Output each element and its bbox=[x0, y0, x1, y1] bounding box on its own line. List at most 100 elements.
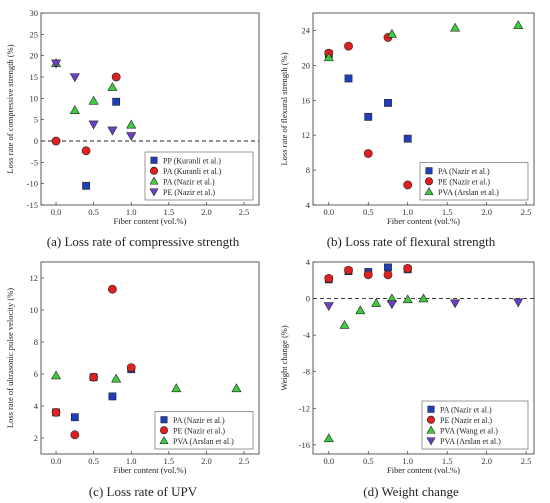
x-tick-label: 1.0 bbox=[126, 207, 137, 217]
y-tick-label: 30 bbox=[30, 8, 39, 18]
series-2 bbox=[51, 284, 136, 440]
data-point bbox=[513, 298, 524, 308]
data-point bbox=[355, 305, 366, 315]
legend-marker bbox=[149, 188, 159, 197]
x-tick-label: 0.0 bbox=[51, 207, 62, 217]
y-tick-label: 4 bbox=[306, 200, 311, 210]
x-tick-label: 2.5 bbox=[239, 207, 250, 217]
legend-label: PE (Nazir et al.) bbox=[163, 188, 215, 197]
plot-frame bbox=[312, 261, 535, 455]
legend-marker bbox=[159, 436, 169, 445]
data-point bbox=[88, 120, 99, 130]
legend-marker bbox=[160, 416, 168, 424]
data-point bbox=[82, 181, 91, 190]
panel-caption: (b) Loss rate of flexural strength bbox=[327, 234, 496, 249]
legend: PA (Nazir et al.)PE (Nazir et al.) PVA (A… bbox=[154, 411, 254, 450]
x-tick-label: 1.5 bbox=[442, 456, 453, 466]
data-point bbox=[403, 180, 413, 190]
data-point bbox=[126, 119, 137, 129]
y-tick-label: 12 bbox=[302, 130, 311, 140]
legend-box bbox=[154, 411, 254, 450]
legend-label: PA (Nazir et al.) bbox=[438, 167, 490, 176]
legend-marker bbox=[150, 166, 159, 175]
series-4 bbox=[51, 59, 137, 141]
y-tick-label: 24 bbox=[302, 25, 311, 35]
data-point bbox=[70, 430, 80, 440]
legend: PA (Nazir et al.)PE (Nazir et al.) PVA (A… bbox=[419, 162, 529, 201]
y-tick-label: 12 bbox=[30, 273, 39, 283]
y-tick-label: -15 bbox=[27, 200, 38, 210]
data-point bbox=[363, 149, 373, 158]
plot-frame bbox=[312, 12, 535, 206]
data-point bbox=[344, 74, 353, 83]
data-point bbox=[107, 126, 118, 136]
legend-label: PE (Nazir et al.) bbox=[438, 177, 490, 186]
x-axis-label: Fiber content (vol.%) bbox=[114, 465, 187, 475]
data-point bbox=[111, 373, 122, 383]
legend: PP (Kuranli et al.) PA (Kuranli et al.)PA… bbox=[144, 151, 254, 201]
y-axis-label: Weight change (%) bbox=[279, 325, 289, 391]
series-2 bbox=[324, 263, 413, 283]
x-tick-label: 1.5 bbox=[163, 456, 174, 466]
legend-marker bbox=[426, 415, 435, 424]
x-tick-label: 1.0 bbox=[402, 456, 413, 466]
y-tick-label: -5 bbox=[31, 157, 38, 167]
x-tick-label: 2.5 bbox=[521, 456, 532, 466]
legend-marker bbox=[424, 177, 433, 186]
legend-marker bbox=[149, 176, 159, 185]
chart-panel-1: 0.0 0.5 1.0 1.5 2.0 2.5 -15 -10 -5 0 5 10 15 20 25 30 Fi… bbox=[5, 8, 260, 249]
series-4 bbox=[323, 298, 524, 311]
series-3 bbox=[323, 293, 429, 443]
data-point bbox=[107, 82, 118, 91]
data-point bbox=[386, 28, 397, 38]
data-point bbox=[51, 370, 62, 380]
x-axis-label: Fiber content (vol.%) bbox=[114, 216, 187, 226]
legend-label: PA (Kuranli et al.) bbox=[163, 167, 222, 176]
data-point bbox=[89, 372, 99, 382]
x-tick-label: 0.0 bbox=[51, 456, 62, 466]
y-tick-label: 0 bbox=[34, 136, 38, 146]
x-tick-label: 0.5 bbox=[88, 207, 99, 217]
legend-label: PE (Nazir et al.) bbox=[173, 426, 225, 435]
chart-panel-3: 0.0 0.5 1.0 1.5 2.0 2.5 2 4 6 8 10 12 Fiber content … bbox=[5, 261, 260, 499]
legend-label: PVA (Arslan et al.) bbox=[438, 188, 499, 197]
data-point bbox=[450, 299, 461, 309]
data-point bbox=[323, 302, 334, 311]
x-tick-label: 1.0 bbox=[402, 207, 413, 217]
y-tick-label: 10 bbox=[30, 93, 39, 103]
y-tick-label: 15 bbox=[30, 72, 39, 82]
chart-panel-2: 0.0 0.5 1.0 1.5 2.0 2.5 4 8 12 16 20 24 Fiber conten… bbox=[279, 12, 535, 249]
y-tick-label: -16 bbox=[299, 440, 310, 450]
data-point bbox=[51, 407, 61, 417]
x-tick-label: 0.0 bbox=[323, 456, 334, 466]
legend-marker bbox=[426, 437, 436, 446]
x-tick-label: 1.0 bbox=[126, 456, 137, 466]
data-point bbox=[384, 98, 392, 107]
x-tick-label: 0.0 bbox=[323, 207, 334, 217]
y-tick-label: 4 bbox=[34, 401, 39, 411]
y-tick-label: 0 bbox=[306, 294, 310, 304]
legend-label: PA (Nazir et al.) bbox=[163, 177, 215, 186]
legend-label: PA (Nazir et al.) bbox=[173, 416, 225, 425]
y-tick-label: -10 bbox=[27, 179, 38, 189]
data-point bbox=[51, 59, 62, 69]
data-point bbox=[386, 300, 397, 310]
legend-marker bbox=[427, 405, 435, 413]
data-point bbox=[383, 270, 393, 280]
data-point bbox=[108, 392, 117, 401]
series-2 bbox=[324, 33, 413, 190]
data-point bbox=[418, 293, 429, 303]
data-point bbox=[513, 20, 524, 29]
series-3 bbox=[51, 370, 242, 393]
data-point bbox=[403, 263, 413, 273]
data-point bbox=[344, 41, 353, 51]
data-point bbox=[450, 22, 461, 32]
series-3 bbox=[323, 20, 524, 62]
legend-label: PVA (Wang et al.) bbox=[440, 426, 498, 435]
data-point bbox=[339, 319, 350, 329]
x-tick-label: 1.5 bbox=[442, 207, 453, 217]
x-tick-label: 1.5 bbox=[163, 207, 174, 217]
data-point bbox=[126, 363, 136, 372]
legend-box bbox=[419, 162, 529, 201]
